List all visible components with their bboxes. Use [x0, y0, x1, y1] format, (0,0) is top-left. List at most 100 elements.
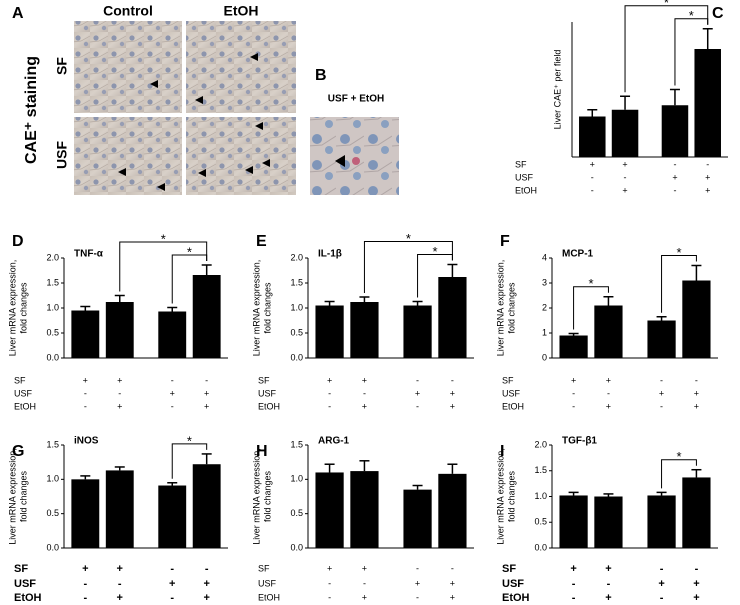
y-tick-label: 1.5 — [46, 439, 59, 449]
bar — [559, 335, 588, 358]
condition-mark: - — [171, 401, 174, 411]
condition-mark: - — [83, 578, 87, 590]
significance-bracket — [624, 5, 709, 93]
y-tick-label: 1.0 — [46, 302, 59, 312]
y-tick-label: 1.5 — [46, 277, 59, 287]
y-tick-label: 1.5 — [290, 277, 303, 287]
condition-mark: - — [84, 401, 87, 411]
bar — [403, 489, 432, 548]
condition-name: SF — [258, 563, 270, 573]
condition-mark: + — [117, 592, 123, 604]
y-tick-label: 0.0 — [290, 352, 303, 362]
condition-mark: - — [205, 375, 208, 385]
significance-label: * — [161, 231, 166, 246]
bar — [594, 305, 623, 358]
y-axis-label: Liver mRNA expression, — [495, 448, 505, 545]
condition-name: USF — [258, 578, 277, 588]
panel-label: C — [712, 5, 724, 22]
bar — [192, 464, 221, 548]
condition-mark: + — [705, 185, 710, 195]
condition-mark: - — [363, 578, 366, 588]
bar — [694, 49, 721, 157]
condition-mark: + — [606, 375, 611, 385]
condition-mark: + — [694, 388, 699, 398]
significance-bracket — [119, 241, 208, 292]
condition-mark: - — [328, 401, 331, 411]
micrograph — [310, 117, 399, 195]
condition-mark: + — [622, 185, 627, 195]
bar — [594, 496, 623, 548]
condition-mark: - — [416, 375, 419, 385]
condition-name: USF — [502, 388, 521, 398]
panel-label: G — [12, 443, 24, 460]
condition-mark: - — [660, 592, 664, 604]
bar — [105, 302, 134, 358]
condition-name: USF — [14, 388, 33, 398]
condition-mark: + — [450, 592, 455, 602]
significance-bracket — [363, 241, 453, 293]
condition-mark: + — [170, 388, 175, 398]
micrograph — [186, 117, 296, 195]
y-tick-label: 0.5 — [46, 327, 59, 337]
condition-mark: - — [363, 388, 366, 398]
condition-mark: - — [170, 563, 174, 575]
bar — [647, 495, 676, 548]
significance-label: * — [187, 244, 192, 259]
condition-mark: - — [572, 388, 575, 398]
panel-label: A — [12, 5, 24, 22]
bar — [192, 275, 221, 358]
condition-name: EtOH — [515, 185, 537, 195]
condition-mark: - — [205, 563, 209, 575]
condition-mark: + — [605, 563, 611, 575]
condition-mark: - — [591, 172, 594, 182]
y-tick-label: 1.5 — [534, 465, 547, 475]
arrows — [118, 53, 270, 191]
y-axis-label: fold changes — [18, 282, 28, 334]
bar — [71, 310, 100, 358]
condition-mark: - — [328, 578, 331, 588]
bar — [350, 302, 379, 358]
significance-bracket — [661, 459, 697, 489]
condition-mark: + — [327, 375, 332, 385]
y-tick-label: 0.0 — [46, 352, 59, 362]
column-label: Control — [103, 3, 153, 19]
condition-name: SF — [14, 563, 28, 575]
condition-name: USF — [14, 578, 36, 590]
chart-title: MCP-1 — [562, 249, 594, 260]
y-tick-label: 0.0 — [534, 542, 547, 552]
chart-title: IL-1β — [318, 249, 342, 260]
condition-mark: + — [658, 578, 664, 590]
bar — [682, 280, 711, 358]
significance-label: * — [689, 8, 694, 23]
condition-mark: + — [693, 592, 699, 604]
condition-mark: + — [203, 578, 209, 590]
condition-mark: - — [607, 388, 610, 398]
condition-mark: + — [622, 159, 627, 169]
condition-name: EtOH — [14, 592, 42, 604]
condition-mark: + — [415, 388, 420, 398]
bar — [647, 320, 676, 358]
condition-mark: - — [416, 563, 419, 573]
y-tick-label: 1.0 — [290, 474, 303, 484]
condition-name: SF — [258, 375, 270, 385]
condition-name: EtOH — [258, 401, 280, 411]
condition-mark: + — [450, 401, 455, 411]
condition-name: EtOH — [502, 592, 530, 604]
condition-mark: - — [695, 375, 698, 385]
condition-mark: - — [624, 172, 627, 182]
condition-mark: + — [117, 563, 123, 575]
y-tick-label: 0 — [542, 352, 547, 362]
condition-mark: + — [82, 563, 88, 575]
micrograph — [186, 21, 296, 113]
panel-label: E — [256, 233, 267, 250]
condition-mark: - — [572, 401, 575, 411]
chart-title: TNF-α — [74, 249, 104, 260]
condition-mark: + — [705, 172, 710, 182]
condition-name: SF — [515, 159, 527, 169]
stained-cell — [352, 157, 360, 165]
significance-label: * — [187, 433, 192, 448]
bar — [158, 311, 187, 358]
condition-mark: + — [694, 401, 699, 411]
micrograph — [74, 21, 182, 113]
condition-mark: - — [607, 578, 611, 590]
